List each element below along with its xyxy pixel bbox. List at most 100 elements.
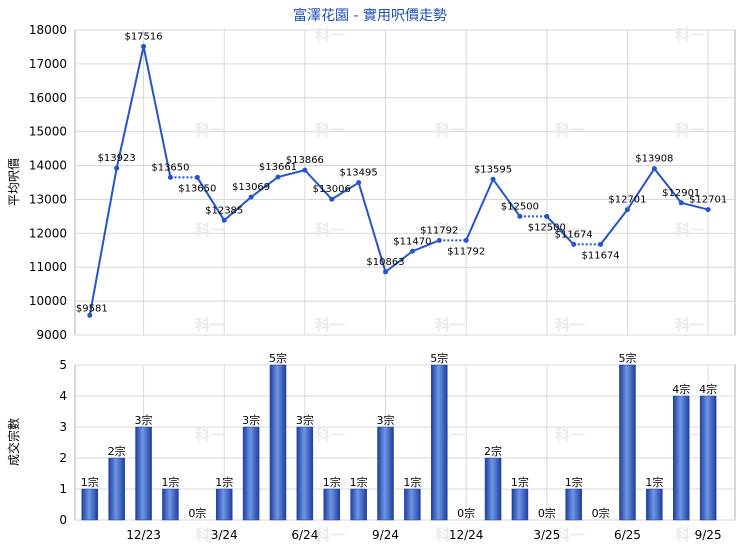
price-point: [194, 174, 200, 180]
volume-data-label: 1宗: [215, 475, 233, 489]
price-data-label: $12500: [528, 222, 566, 233]
volume-data-label: 1宗: [403, 475, 421, 489]
price-line-segment: [304, 169, 333, 200]
watermark-text: 科一: [675, 221, 705, 239]
price-y-tick-label: 18000: [29, 23, 67, 37]
price-line-segment: [223, 196, 252, 222]
watermark-text: 科一: [315, 526, 345, 544]
volume-data-label: 1宗: [323, 475, 341, 489]
price-data-label: $11792: [447, 246, 485, 257]
price-line-segment: [465, 178, 494, 241]
price-data-label: $13495: [340, 168, 378, 179]
watermark-text: 科一: [315, 221, 345, 239]
volume-bar: [81, 488, 99, 521]
volume-y-tick-label: 4: [59, 389, 67, 403]
x-tick-label: 9/24: [372, 528, 399, 542]
price-y-tick-label: 15000: [29, 125, 67, 139]
price-line-segment: [626, 168, 656, 211]
price-line-segment: [653, 168, 683, 204]
watermark-text: 科一: [435, 221, 465, 239]
price-data-label: $11470: [393, 236, 431, 247]
watermark-text: 科一: [555, 221, 585, 239]
price-data-label: $13650: [151, 162, 189, 173]
watermark-text: 科一: [315, 121, 345, 139]
price-data-label: $12701: [608, 195, 646, 206]
watermark-text: 科一: [315, 426, 345, 444]
volume-y-tick-label: 1: [59, 482, 67, 496]
volume-bar: [404, 488, 421, 521]
volume-data-label: 1宗: [350, 475, 368, 489]
price-line-segment: [88, 167, 118, 316]
x-tick-label: 6/24: [291, 528, 318, 542]
volume-bar: [269, 364, 287, 521]
volume-bar: [619, 364, 636, 521]
watermark-text: 科一: [195, 426, 225, 444]
volume-data-label: 0宗: [457, 506, 475, 520]
price-data-label: $13069: [232, 182, 270, 193]
price-data-label: $11674: [581, 250, 619, 261]
price-plot-area: [74, 29, 736, 336]
x-tick-label: 12/23: [126, 528, 161, 542]
watermark-text: 科一: [555, 121, 585, 139]
price-data-labels: $9581 $13923 $17516 $13650 $13650 $12385 $1306…: [76, 31, 727, 314]
price-data-label: $13923: [98, 153, 136, 164]
price-line-segment: [492, 178, 521, 217]
price-point: [463, 237, 469, 243]
price-y-tick-label: 9000: [36, 328, 67, 342]
volume-bar: [242, 426, 260, 521]
watermark-text: 科一: [315, 316, 345, 334]
price-data-label: $10863: [366, 257, 404, 268]
price-point: [490, 176, 496, 182]
volume-data-label: 5宗: [618, 351, 636, 365]
volume-bar: [565, 488, 582, 521]
x-tick-label: 12/24: [449, 528, 484, 542]
price-y-tick-label: 13000: [29, 192, 67, 206]
volume-data-label: 0宗: [538, 506, 556, 520]
volume-data-label: 0宗: [592, 506, 610, 520]
watermark-text: 科一: [195, 316, 225, 334]
price-line-segment: [196, 176, 226, 221]
volume-bar: [135, 426, 152, 521]
price-point: [517, 213, 523, 219]
price-point: [598, 241, 604, 247]
volume-bar: [672, 395, 690, 521]
volume-bars: [81, 364, 717, 521]
price-line-segment: [115, 46, 145, 169]
price-point: [571, 241, 577, 247]
volume-bar: [646, 488, 663, 521]
price-point: [651, 166, 657, 172]
volume-data-label: 3宗: [242, 413, 260, 427]
price-point: [221, 217, 227, 223]
price-line-segment: [357, 182, 387, 273]
watermark-text: 科一: [435, 121, 465, 139]
volume-data-label: 3宗: [135, 413, 153, 427]
price-point: [141, 43, 147, 49]
price-line-segment: [142, 46, 172, 178]
volume-bar: [296, 426, 314, 521]
price-data-label: $12385: [205, 205, 243, 216]
watermark-text: 科一: [675, 121, 705, 139]
price-line-segment: [599, 208, 629, 245]
volume-y-tick-label: 3: [59, 420, 67, 434]
volume-bar: [431, 364, 448, 521]
volume-data-label: 5宗: [430, 351, 448, 365]
volume-data-label: 3宗: [377, 413, 395, 427]
x-tick-label: 3/25: [533, 528, 560, 542]
watermark-text: 科一: [195, 121, 225, 139]
price-y-tick-label: 10000: [29, 294, 67, 308]
price-line-segment: [331, 181, 360, 201]
price-line-segment: [277, 169, 306, 179]
volume-data-label: 1宗: [511, 475, 529, 489]
price-point: [275, 174, 281, 180]
volume-bar: [484, 457, 502, 521]
volume-bar: [377, 426, 394, 521]
volume-data-label: 4宗: [699, 382, 717, 396]
volume-y-tick-label: 5: [59, 358, 67, 372]
price-y-axis-label: 平均呎價: [7, 158, 21, 206]
price-y-tick-label: 12000: [29, 226, 67, 240]
volume-data-label: 5宗: [269, 351, 287, 365]
price-y-ticks: 9000 10000 11000 12000 13000 14000 15000 16000 1…: [29, 23, 67, 342]
price-point: [705, 207, 711, 213]
